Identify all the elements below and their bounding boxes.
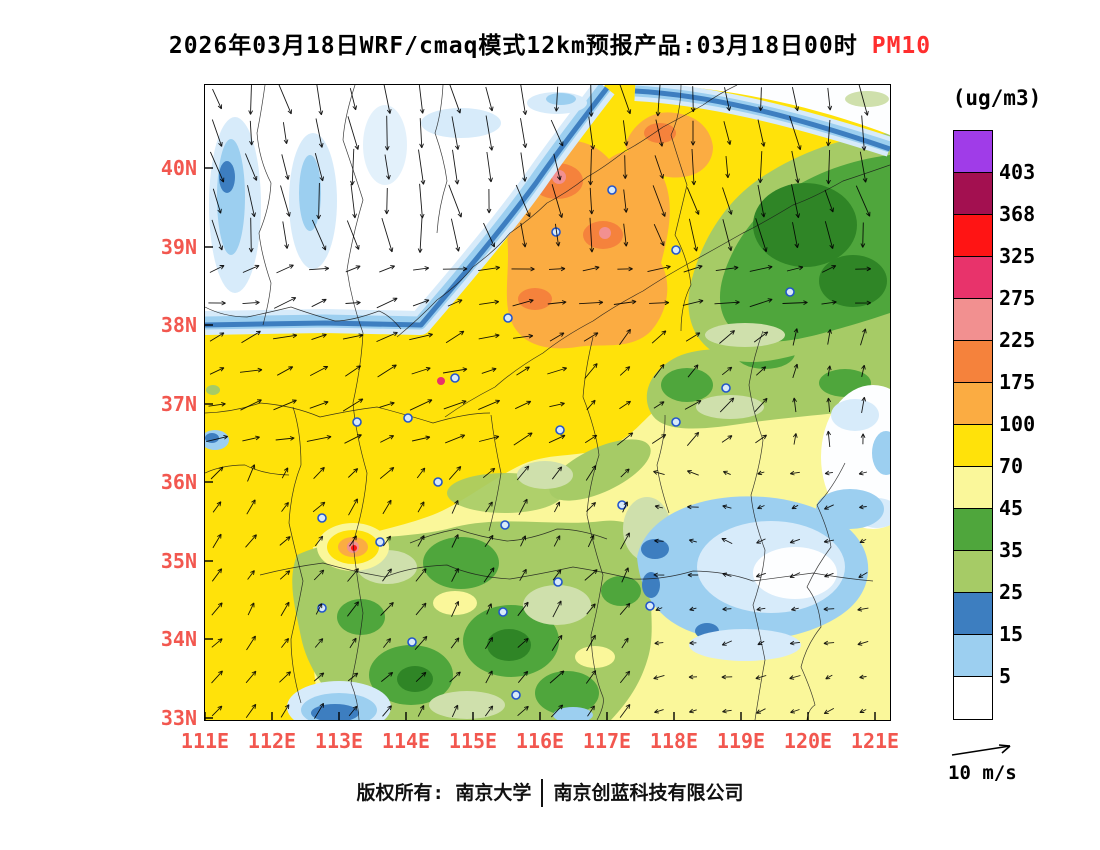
colorbar-cell [954, 635, 992, 677]
lon-tick-label: 119E [716, 729, 766, 753]
colorbar-cell [954, 173, 992, 215]
lon-tick-label: 112E [247, 729, 297, 753]
lon-tick-label: 121E [850, 729, 900, 753]
colorbar-value-label: 225 [999, 328, 1036, 352]
map-plot-area [204, 84, 891, 721]
wind-vectors [206, 85, 872, 719]
chart-title-main: 2026年03月18日WRF/cmaq模式12km预报产品:03月18日00时 [168, 33, 858, 59]
axis-ticks [205, 167, 876, 720]
lat-tick-label: 34N [160, 627, 197, 651]
lat-tick-label: 37N [160, 392, 197, 416]
colorbar-cell [954, 131, 992, 173]
colorbar-cell [954, 677, 992, 719]
colorbar [953, 130, 993, 720]
lon-tick-label: 111E [180, 729, 230, 753]
colorbar-value-label: 100 [999, 412, 1036, 436]
colorbar-value-label: 25 [999, 580, 1024, 604]
colorbar-value-label: 275 [999, 286, 1036, 310]
colorbar-cell [954, 299, 992, 341]
colorbar-cell [954, 383, 992, 425]
colorbar-value-label: 368 [999, 202, 1036, 226]
colorbar-value-label: 325 [999, 244, 1036, 268]
lon-tick-label: 118E [649, 729, 699, 753]
lon-tick-label: 117E [582, 729, 632, 753]
footer-company: 南京创蓝科技有限公司 [553, 782, 744, 804]
colorbar-value-label: 70 [999, 454, 1024, 478]
pm10-field [205, 85, 890, 720]
city-markers [317, 185, 795, 700]
colorbar-value-label: 175 [999, 370, 1036, 394]
colorbar-value-label: 5 [999, 664, 1012, 688]
colorbar-cell [954, 467, 992, 509]
lat-tick-label: 33N [160, 706, 197, 730]
lon-tick-label: 115E [448, 729, 498, 753]
colorbar-value-label: 45 [999, 496, 1024, 520]
colorbar-value-label: 15 [999, 622, 1024, 646]
lon-tick-label: 116E [515, 729, 565, 753]
chart-title: 2026年03月18日WRF/cmaq模式12km预报产品:03月18日00时 P… [0, 26, 1100, 60]
colorbar-cell [954, 341, 992, 383]
lat-tick-label: 40N [160, 156, 197, 180]
colorbar-cell [954, 551, 992, 593]
colorbar-cell [954, 257, 992, 299]
footer-divider-bar [541, 779, 544, 807]
wind-scale-legend: 10 m/s [948, 740, 1048, 784]
colorbar-unit: (ug/m3) [952, 86, 1042, 110]
lat-tick-label: 39N [160, 235, 197, 259]
colorbar-cell [954, 425, 992, 467]
pm10-map [205, 85, 890, 720]
colorbar-cell [954, 215, 992, 257]
lon-tick-label: 120E [783, 729, 833, 753]
lon-tick-label: 113E [314, 729, 364, 753]
colorbar-cell [954, 593, 992, 635]
lon-tick-label: 114E [381, 729, 431, 753]
colorbar-value-label: 35 [999, 538, 1024, 562]
wind-scale-label: 10 m/s [948, 762, 1017, 784]
footer-owner: 版权所有: 南京大学 [356, 782, 532, 804]
colorbar-value-label: 403 [999, 160, 1036, 184]
colorbar-cell [954, 509, 992, 551]
lat-tick-label: 35N [160, 549, 197, 573]
chart-title-pollutant: PM10 [871, 33, 932, 59]
copyright-footer: 版权所有: 南京大学 南京创蓝科技有限公司 [0, 778, 1100, 807]
wind-scale-arrow-icon [951, 744, 1011, 756]
lat-tick-label: 38N [160, 313, 197, 337]
admin-boundaries [205, 85, 890, 720]
lat-tick-label: 36N [160, 470, 197, 494]
